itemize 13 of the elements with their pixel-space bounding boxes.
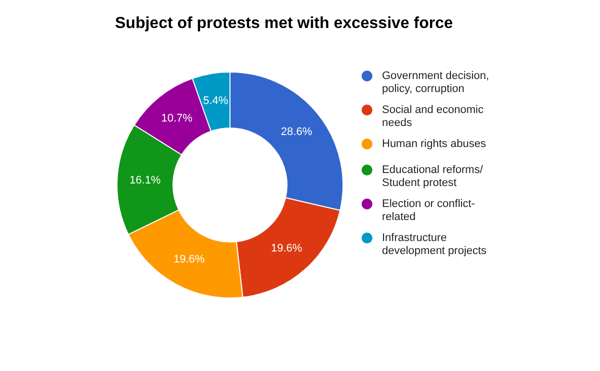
legend-label: Election or conflict-related — [382, 198, 476, 223]
chart-title: Subject of protests met with excessive force — [115, 15, 453, 32]
data-label: 5.4% — [203, 95, 228, 108]
legend-label: Infrastructure development projects — [382, 232, 488, 257]
data-label: 28.6% — [280, 126, 312, 138]
data-label: 10.7% — [161, 112, 193, 125]
legend-label: Educational reforms/Student protest — [382, 164, 484, 189]
data-label: 16.1% — [130, 174, 161, 186]
data-label: 19.6% — [271, 242, 302, 254]
legend-label: Social and economic needs — [382, 104, 484, 129]
legend-label: Human rights abuses — [382, 138, 486, 150]
legend-label: Government decision, policy, corruption — [382, 70, 489, 95]
data-label: 19.6% — [173, 253, 205, 266]
